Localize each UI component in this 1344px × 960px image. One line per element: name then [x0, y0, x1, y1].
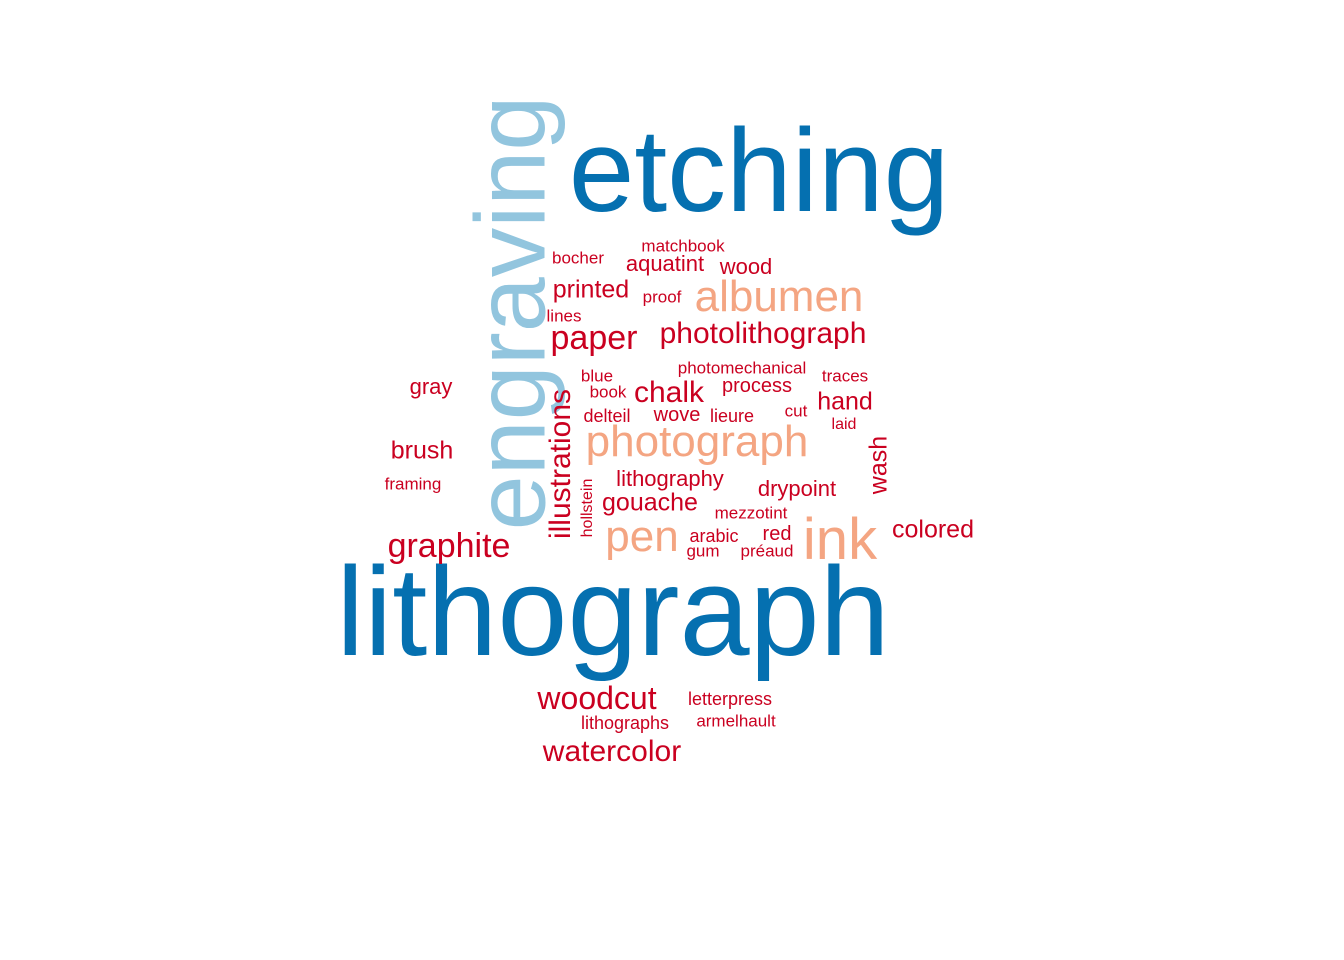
word-preaud: préaud: [740, 541, 794, 561]
word-delteil: delteil: [583, 406, 631, 426]
word-printed: printed: [552, 275, 630, 304]
word-lithography: lithography: [616, 466, 724, 491]
word-laid: laid: [831, 416, 857, 433]
word-photomechanical: photomechanical: [677, 358, 807, 378]
word-illustrations: illustrations: [544, 388, 577, 540]
word-ink: ink: [802, 507, 878, 572]
word-graphite: graphite: [387, 527, 511, 565]
word-armelhault: armelhault: [696, 711, 776, 731]
word-bocher: bocher: [552, 248, 604, 268]
word-wove: wove: [653, 404, 701, 426]
word-letterpress: letterpress: [687, 689, 773, 709]
word-hand: hand: [817, 387, 873, 416]
word-etching: etching: [568, 105, 950, 237]
word-photograph: photograph: [585, 417, 809, 466]
word-lieure: lieure: [709, 406, 755, 426]
word-wash: wash: [864, 435, 893, 495]
word-albumen: albumen: [694, 272, 864, 321]
word-colored: colored: [892, 515, 974, 544]
word-framing: framing: [384, 474, 442, 494]
word-photolithograph: photolithograph: [659, 317, 867, 350]
word-hollstein: hollstein: [579, 478, 596, 538]
word-lines: lines: [546, 306, 582, 326]
word-matchbook: matchbook: [641, 236, 725, 256]
word-book: book: [589, 382, 627, 402]
word-watercolor: watercolor: [542, 735, 682, 768]
word-drypoint: drypoint: [757, 476, 837, 501]
word-gum: gum: [686, 541, 720, 561]
word-process: process: [721, 375, 793, 397]
word-chalk: chalk: [633, 376, 705, 409]
word-cut: cut: [784, 401, 808, 421]
word-arabic: arabic: [689, 526, 739, 546]
word-aquatint: aquatint: [625, 251, 705, 276]
word-paper: paper: [550, 319, 638, 357]
word-gouache: gouache: [602, 488, 698, 517]
word-brush: brush: [390, 436, 454, 465]
word-blue: blue: [580, 366, 614, 386]
word-mezzotint: mezzotint: [714, 503, 788, 523]
word-red: red: [762, 523, 792, 545]
word-pen: pen: [605, 512, 679, 561]
word-proof: proof: [642, 287, 682, 307]
word-lithograph: lithograph: [336, 541, 890, 682]
word-gray: gray: [409, 374, 453, 399]
word-wood: wood: [719, 254, 773, 279]
word-woodcut: woodcut: [537, 680, 657, 716]
word-lithographs: lithographs: [580, 713, 670, 733]
word-traces: traces: [821, 366, 869, 386]
